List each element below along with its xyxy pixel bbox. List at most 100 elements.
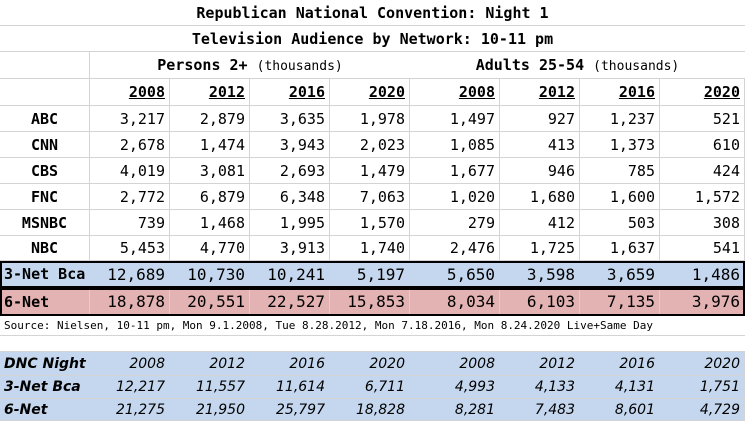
network-label: CBS [0,158,90,184]
persons-value: 3,217 [90,106,170,132]
adults-value: 927 [500,106,580,132]
adults-value: 1,497 [410,106,500,132]
persons-value: 2,023 [330,132,410,158]
persons-value: 3,913 [250,236,330,261]
group-persons-label: Persons 2+ [157,56,248,74]
adults-value: 503 [580,210,660,236]
adults-total: 7,135 [580,288,660,316]
persons-value: 4,770 [170,236,250,261]
dnc-three-net-label: 3-Net Bca [0,376,90,399]
dnc-year-header: 2008 [90,352,170,376]
dnc-year-header: 2016 [580,352,660,376]
persons-total: 20,551 [170,288,250,316]
six-net-row: 6-Net 18,878 20,551 22,527 15,853 8,034 6,103 7… [0,288,745,316]
persons-value: 7,063 [330,184,410,210]
year-header-row: 2008 2012 2016 2020 2008 2012 2016 2020 [0,79,745,106]
persons-value: 4,019 [90,158,170,184]
persons-value: 1,474 [170,132,250,158]
persons-value: 2,772 [90,184,170,210]
dnc-value: 1,751 [660,376,745,399]
year-corner-cell [0,79,90,106]
adults-value: 2,476 [410,236,500,261]
persons-total: 12,689 [90,261,170,288]
dnc-value: 18,828 [330,399,410,421]
dnc-six-net-row: 6-Net 21,275 21,950 25,797 18,828 8,281 7,483 8… [0,399,745,421]
year-header-2020: 2020 [660,79,745,106]
year-header-2016: 2016 [580,79,660,106]
adults-value: 785 [580,158,660,184]
persons-value: 5,453 [90,236,170,261]
dnc-header-row: DNC Night 120082012201620202008201220162… [0,352,745,376]
six-net-label: 6-Net [0,288,90,316]
dnc-value: 12,217 [90,376,170,399]
adults-value: 1,677 [410,158,500,184]
dnc-value: 11,614 [250,376,330,399]
network-row-fnc: FNC 2,772 6,879 6,348 7,063 1,020 1,680 1,600 1,… [0,184,745,210]
dnc-value: 4,133 [500,376,580,399]
dnc-value: 4,729 [660,399,745,421]
table-subtitle: Television Audience by Network: 10-11 pm [0,26,745,52]
adults-value: 1,572 [660,184,745,210]
persons-value: 1,570 [330,210,410,236]
dnc-header-label: DNC Night 1 [0,352,90,376]
dnc-value: 21,950 [170,399,250,421]
year-header-2020: 2020 [330,79,410,106]
persons-total: 10,241 [250,261,330,288]
group-adults-label: Adults 25-54 [475,56,585,74]
dnc-year-header: 2016 [250,352,330,376]
adults-value: 541 [660,236,745,261]
year-header-2008: 2008 [410,79,500,106]
table-title: Republican National Convention: Night 1 [0,0,745,26]
adults-value: 1,237 [580,106,660,132]
adults-total: 6,103 [500,288,580,316]
year-header-2008: 2008 [90,79,170,106]
adults-value: 610 [660,132,745,158]
source-note: Source: Nielsen, 10-11 pm, Mon 9.1.2008,… [0,316,745,336]
persons-value: 3,635 [250,106,330,132]
network-label: ABC [0,106,90,132]
year-header-2012: 2012 [500,79,580,106]
adults-total: 3,976 [660,288,745,316]
adults-value: 279 [410,210,500,236]
persons-value: 6,879 [170,184,250,210]
adults-value: 1,680 [500,184,580,210]
dnc-value: 7,483 [500,399,580,421]
network-label: NBC [0,236,90,261]
persons-total: 10,730 [170,261,250,288]
dnc-value: 25,797 [250,399,330,421]
persons-total: 5,197 [330,261,410,288]
adults-value: 412 [500,210,580,236]
adults-value: 1,085 [410,132,500,158]
group-header-persons: Persons 2+ (thousands) [90,52,410,79]
dnc-year-header: 2020 [660,352,745,376]
dnc-six-net-label: 6-Net [0,399,90,421]
dnc-value: 4,131 [580,376,660,399]
adults-value: 946 [500,158,580,184]
network-row-cnn: CNN 2,678 1,474 3,943 2,023 1,085 413 1,373 610 [0,132,745,158]
persons-value: 2,693 [250,158,330,184]
adults-total: 5,650 [410,261,500,288]
dnc-value: 11,557 [170,376,250,399]
persons-value: 739 [90,210,170,236]
dnc-year-header: 2012 [170,352,250,376]
persons-total: 18,878 [90,288,170,316]
dnc-year-header: 2008 [410,352,500,376]
dnc-value: 8,281 [410,399,500,421]
persons-value: 2,678 [90,132,170,158]
persons-value: 6,348 [250,184,330,210]
dnc-value: 4,993 [410,376,500,399]
persons-value: 3,081 [170,158,250,184]
dnc-three-net-row: 3-Net Bca 12,217 11,557 11,614 6,711 4,993 4,1… [0,376,745,399]
network-label: MSNBC [0,210,90,236]
adults-value: 424 [660,158,745,184]
network-label: CNN [0,132,90,158]
adults-value: 1,373 [580,132,660,158]
corner-cell [0,52,90,79]
adults-value: 1,725 [500,236,580,261]
group-header-adults: Adults 25-54 (thousands) [410,52,745,79]
dnc-year-header: 2020 [330,352,410,376]
network-row-abc: ABC 3,217 2,879 3,635 1,978 1,497 927 1,237 521 [0,106,745,132]
persons-total: 15,853 [330,288,410,316]
adults-total: 3,659 [580,261,660,288]
adults-value: 308 [660,210,745,236]
